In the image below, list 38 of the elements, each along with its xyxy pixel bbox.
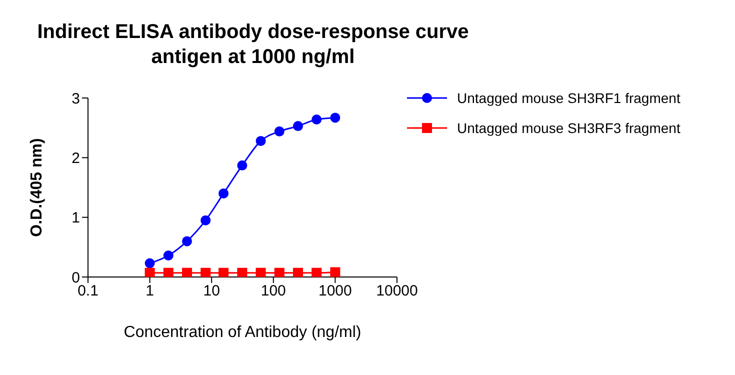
x-axis-title: Concentration of Antibody (ng/ml) — [124, 324, 362, 341]
x-tick-label: 10000 — [376, 282, 418, 300]
chart-title: Indirect ELISA antibody dose-response curve — [36, 20, 470, 45]
point — [274, 268, 284, 277]
y-tick-label: 3 — [72, 90, 80, 108]
point — [182, 268, 192, 277]
y-tick-label: 0 — [72, 269, 80, 286]
point — [330, 112, 340, 123]
point — [292, 121, 303, 132]
point — [274, 126, 284, 136]
x-tick-label: 1000 — [318, 282, 352, 300]
legend-label: Untagged mouse SH3RF3 fragment — [457, 120, 680, 136]
point — [144, 258, 155, 268]
point — [218, 188, 229, 198]
x-tick-label: 100 — [260, 282, 286, 300]
point — [330, 267, 340, 277]
point — [312, 114, 322, 124]
point — [163, 268, 174, 277]
point — [256, 268, 266, 277]
x-tick-label: 0.1 — [78, 282, 98, 300]
point — [256, 136, 266, 146]
point — [200, 268, 211, 277]
x-tick-label: 1 — [146, 282, 154, 300]
point — [218, 268, 229, 277]
x-tick-label: 10 — [203, 282, 220, 300]
point — [144, 268, 155, 277]
point — [292, 268, 303, 277]
point — [312, 268, 322, 277]
y-tick-label: 1 — [72, 210, 80, 227]
point — [200, 215, 211, 226]
legend-label: Untagged mouse SH3RF1 fragment — [457, 90, 680, 106]
chart-subtitle: antigen at 1000 ng/ml — [150, 45, 356, 70]
point — [237, 160, 248, 170]
point — [237, 268, 248, 277]
y-tick-label: 2 — [72, 150, 80, 167]
point — [182, 236, 192, 246]
y-axis-title: O.D.(405 nm) — [28, 138, 46, 237]
point — [163, 250, 174, 261]
